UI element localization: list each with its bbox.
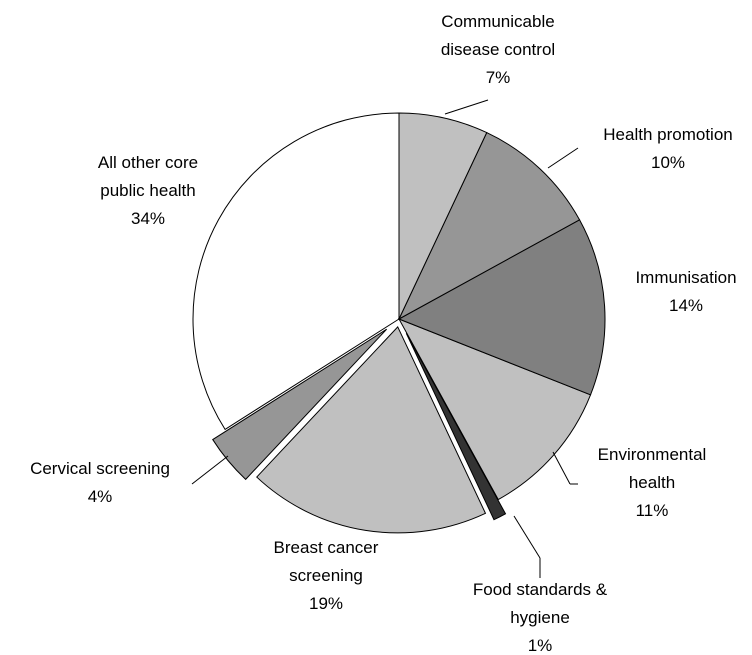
value-label: 14% — [668, 296, 704, 315]
value-label: 4% — [87, 487, 113, 506]
slice-label: Communicable disease control 7% — [423, 8, 573, 92]
pie-slice — [397, 318, 592, 501]
category-label: Immunisation — [635, 268, 737, 287]
slice-label: Health promotion 10% — [568, 121, 752, 177]
value-label: 10% — [650, 153, 686, 172]
slice-label: All other core public health 34% — [78, 149, 218, 233]
slice-label: Breast cancer screening 19% — [261, 534, 391, 618]
leader-line — [444, 99, 489, 115]
slice-label: Food standards & hygiene 1% — [455, 576, 625, 655]
category-label: All other core public health — [97, 153, 199, 200]
slice-label: Cervical screening 4% — [0, 455, 200, 511]
leader-line — [547, 147, 579, 169]
pie-slice — [405, 333, 507, 521]
pie-slice — [212, 328, 388, 481]
slice-label: Environmental health 11% — [582, 441, 722, 525]
category-label: Environmental health — [597, 445, 707, 492]
category-label: Cervical screening — [30, 459, 170, 478]
pie-slice — [192, 112, 400, 431]
value-label: 7% — [485, 68, 511, 87]
category-label: Food standards & hygiene — [472, 580, 608, 627]
category-label: Breast cancer screening — [273, 538, 379, 585]
category-label: Communicable disease control — [440, 12, 556, 59]
pie-slice — [397, 219, 606, 396]
pie-slice — [397, 131, 581, 321]
value-label: 1% — [527, 636, 553, 655]
pie-slice — [398, 112, 488, 320]
leader-line — [552, 451, 571, 485]
leader-lines — [191, 99, 579, 578]
leader-line — [191, 455, 229, 485]
category-label: Health promotion — [603, 125, 733, 144]
value-label: 34% — [130, 209, 166, 228]
value-label: 19% — [308, 594, 344, 613]
value-label: 11% — [635, 501, 669, 520]
leader-line — [513, 515, 541, 559]
slice-label: Immunisation 14% — [611, 264, 752, 320]
pie-slice — [256, 326, 487, 534]
